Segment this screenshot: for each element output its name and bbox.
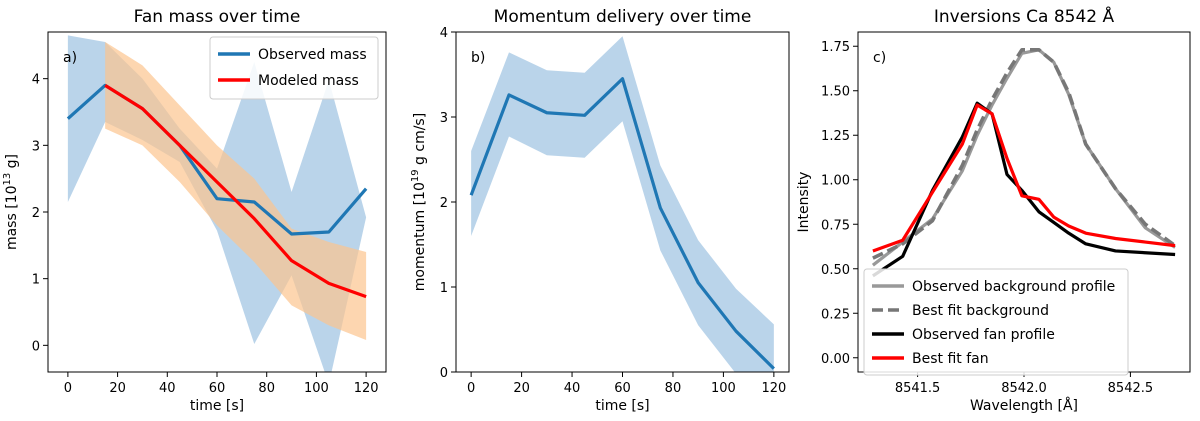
x-tick-label: 40 xyxy=(159,381,176,396)
y-axis-label-main: mass [10 xyxy=(4,186,20,251)
legend-label: Observed background profile xyxy=(912,279,1115,295)
panel-label: b) xyxy=(471,50,485,66)
best-fit-background-line xyxy=(872,48,1177,260)
y-axis-label-main: momentum [10 xyxy=(412,182,428,291)
observed-fan-profile-line xyxy=(872,101,1176,278)
plot-area xyxy=(469,36,775,372)
y-tick-label: 1.00 xyxy=(821,174,850,189)
uncertainty-band-1 xyxy=(471,36,774,372)
y-axis-label: Intensity xyxy=(796,172,812,233)
x-tick-label: 60 xyxy=(209,381,226,396)
chart-title: Inversions Ca 8542 Å xyxy=(934,5,1115,27)
y-axis-label-unit: g] xyxy=(4,154,20,173)
x-tick-label: 80 xyxy=(665,381,682,396)
x-tick-label: 80 xyxy=(258,381,275,396)
legend-box xyxy=(209,36,379,100)
plot-area xyxy=(871,48,1177,278)
legend-label: Best fit background xyxy=(912,303,1049,319)
x-tick-label: 60 xyxy=(614,381,631,396)
x-tick-label: 8542.5 xyxy=(1108,381,1154,396)
y-tick-label: 4 xyxy=(440,26,448,41)
x-axis-label: time [s] xyxy=(190,398,244,414)
x-tick-label: 40 xyxy=(564,381,581,396)
y-axis-label: momentum [1019 g cm/s] xyxy=(410,113,428,291)
x-tick-label: 8542.0 xyxy=(1001,381,1047,396)
y-tick-label: 0.75 xyxy=(821,218,850,233)
x-axis-label: time [s] xyxy=(595,398,649,414)
legend-label: Observed mass xyxy=(258,47,367,63)
y-axis-label: mass [1013 g] xyxy=(2,154,20,250)
y-tick-label: 0.50 xyxy=(821,263,850,278)
y-tick-label: 1.75 xyxy=(821,40,850,55)
legend-label: Best fit fan xyxy=(912,351,989,367)
x-tick-label: 120 xyxy=(761,381,786,396)
y-tick-label: 1 xyxy=(32,273,40,288)
panel-1: 0 20 40 60 80 100 120 0 1 2 3 4 Fan mass over time ti… xyxy=(2,7,387,414)
panel-2: 0 20 40 60 80 100 120 0 1 2 3 4 Momentum delivery ov… xyxy=(410,7,790,414)
y-tick-label: 4 xyxy=(32,73,40,88)
y-tick-label: 1.50 xyxy=(821,85,850,100)
plot-area xyxy=(66,35,368,372)
best-fit-fan-line xyxy=(872,103,1176,253)
panel-label: a) xyxy=(63,50,77,66)
x-tick-label: 100 xyxy=(304,381,329,396)
y-tick-label: 1 xyxy=(440,281,448,296)
chart-title: Fan mass over time xyxy=(134,7,301,27)
y-tick-label: 0 xyxy=(32,339,40,354)
y-axis-label-exponent: 13 xyxy=(2,173,13,186)
y-axis-label-main: Intensity xyxy=(796,172,812,233)
y-tick-label: 0.25 xyxy=(821,307,850,322)
x-tick-label: 0 xyxy=(467,381,475,396)
series-line-1 xyxy=(469,77,775,370)
modeled-mass-line xyxy=(104,83,367,299)
y-tick-label: 2 xyxy=(32,206,40,221)
y-axis-label-exponent: 19 xyxy=(410,169,421,182)
legend-label: Modeled mass xyxy=(258,73,359,89)
legend-box xyxy=(863,268,1129,376)
y-tick-label: 0 xyxy=(440,366,448,381)
y-tick-label: 3 xyxy=(32,139,40,154)
panel-label: c) xyxy=(873,50,886,66)
y-axis-label-unit: g cm/s] xyxy=(412,113,428,170)
x-tick-label: 100 xyxy=(711,381,736,396)
x-tick-label: 8541.5 xyxy=(895,381,941,396)
y-tick-label: 1.25 xyxy=(821,129,850,144)
y-tick-label: 0.00 xyxy=(821,352,850,367)
chart-title: Momentum delivery over time xyxy=(494,7,752,27)
x-tick-label: 20 xyxy=(109,381,126,396)
legend-label: Observed fan profile xyxy=(912,327,1055,343)
y-tick-label: 3 xyxy=(440,111,448,126)
panel-3: 8541.5 8542.0 8542.5 0.00 0.25 0.50 0.75 1.00 1.… xyxy=(796,5,1191,414)
x-tick-label: 120 xyxy=(354,381,379,396)
x-axis-label: Wavelength [Å] xyxy=(970,397,1078,414)
x-tick-label: 20 xyxy=(513,381,530,396)
y-tick-label: 2 xyxy=(440,196,448,211)
x-tick-label: 0 xyxy=(64,381,72,396)
